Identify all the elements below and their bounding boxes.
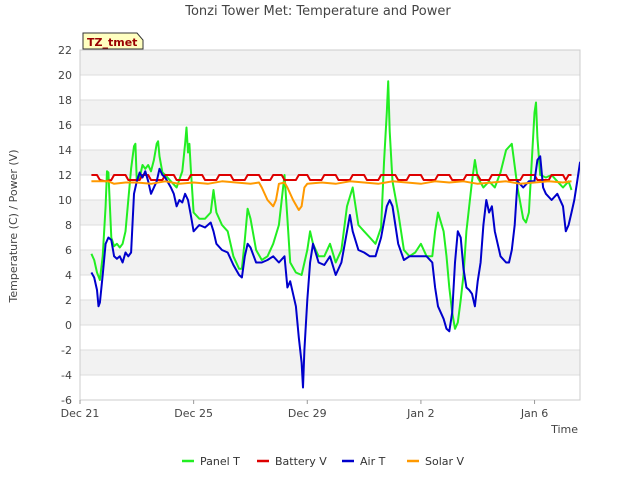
y-tick-label: 2 [65,294,72,307]
x-tick-label: Dec 29 [288,407,327,420]
y-tick-label: 0 [65,319,72,332]
plot-band [80,200,580,225]
station-tag-box [82,32,144,50]
y-tick-label: 14 [58,144,72,157]
chart-title: Tonzi Tower Met: Temperature and Power [184,4,451,19]
y-tick-label: 18 [58,94,72,107]
legend-label: Solar V [425,455,465,468]
plot-band [80,375,580,400]
plot-band [80,75,580,100]
plot-band [80,250,580,275]
y-tick-label: 20 [58,69,72,82]
y-tick-label: -2 [61,344,72,357]
station-tag: TZ_tmet [82,32,144,50]
x-tick-label: Dec 25 [174,407,213,420]
series-line-battery-v [91,174,572,183]
y-tick-label: 12 [58,169,72,182]
series-layer [90,80,580,389]
legend-label: Panel T [200,455,240,468]
y-tick-label: 16 [58,119,72,132]
x-axis: Dec 21 Dec 25 Dec 29 Jan 2 Jan 6 [61,400,548,420]
x-axis-label: Time [550,423,578,436]
plot-band [80,150,580,175]
legend: Panel T Battery V Air T Solar V [182,455,465,468]
plot-band [80,275,580,300]
series-line-air-t [90,155,580,389]
plot-band [80,50,580,75]
plot-background-bands [80,50,580,400]
station-tag-label: TZ_tmet [87,36,137,49]
y-tick-label: 4 [65,269,72,282]
series-line-panel-t [90,80,573,330]
x-tick-label: Jan 2 [406,407,434,420]
plot-band [80,175,580,200]
y-tick-label: 10 [58,194,72,207]
x-tick-label: Jan 6 [520,407,548,420]
y-tick-label: -6 [61,394,72,407]
legend-label: Battery V [275,455,327,468]
y-axis: -6 -4 -2 0 2 4 6 8 10 12 14 16 18 20 22 [58,44,72,407]
plot-band [80,350,580,375]
plot-band [80,300,580,325]
plot-band [80,325,580,350]
y-tick-label: 8 [65,219,72,232]
legend-label: Air T [360,455,386,468]
series-line-solar-v [91,180,572,211]
plot-area-border [79,49,581,401]
y-tick-label: 22 [58,44,72,57]
plot-band [80,125,580,150]
y-tick-label: -4 [61,369,72,382]
y-axis-label: Temperature (C) / Power (V) [7,149,20,303]
x-tick-label: Dec 21 [61,407,100,420]
plot-band [80,100,580,125]
y-tick-label: 6 [65,244,72,257]
